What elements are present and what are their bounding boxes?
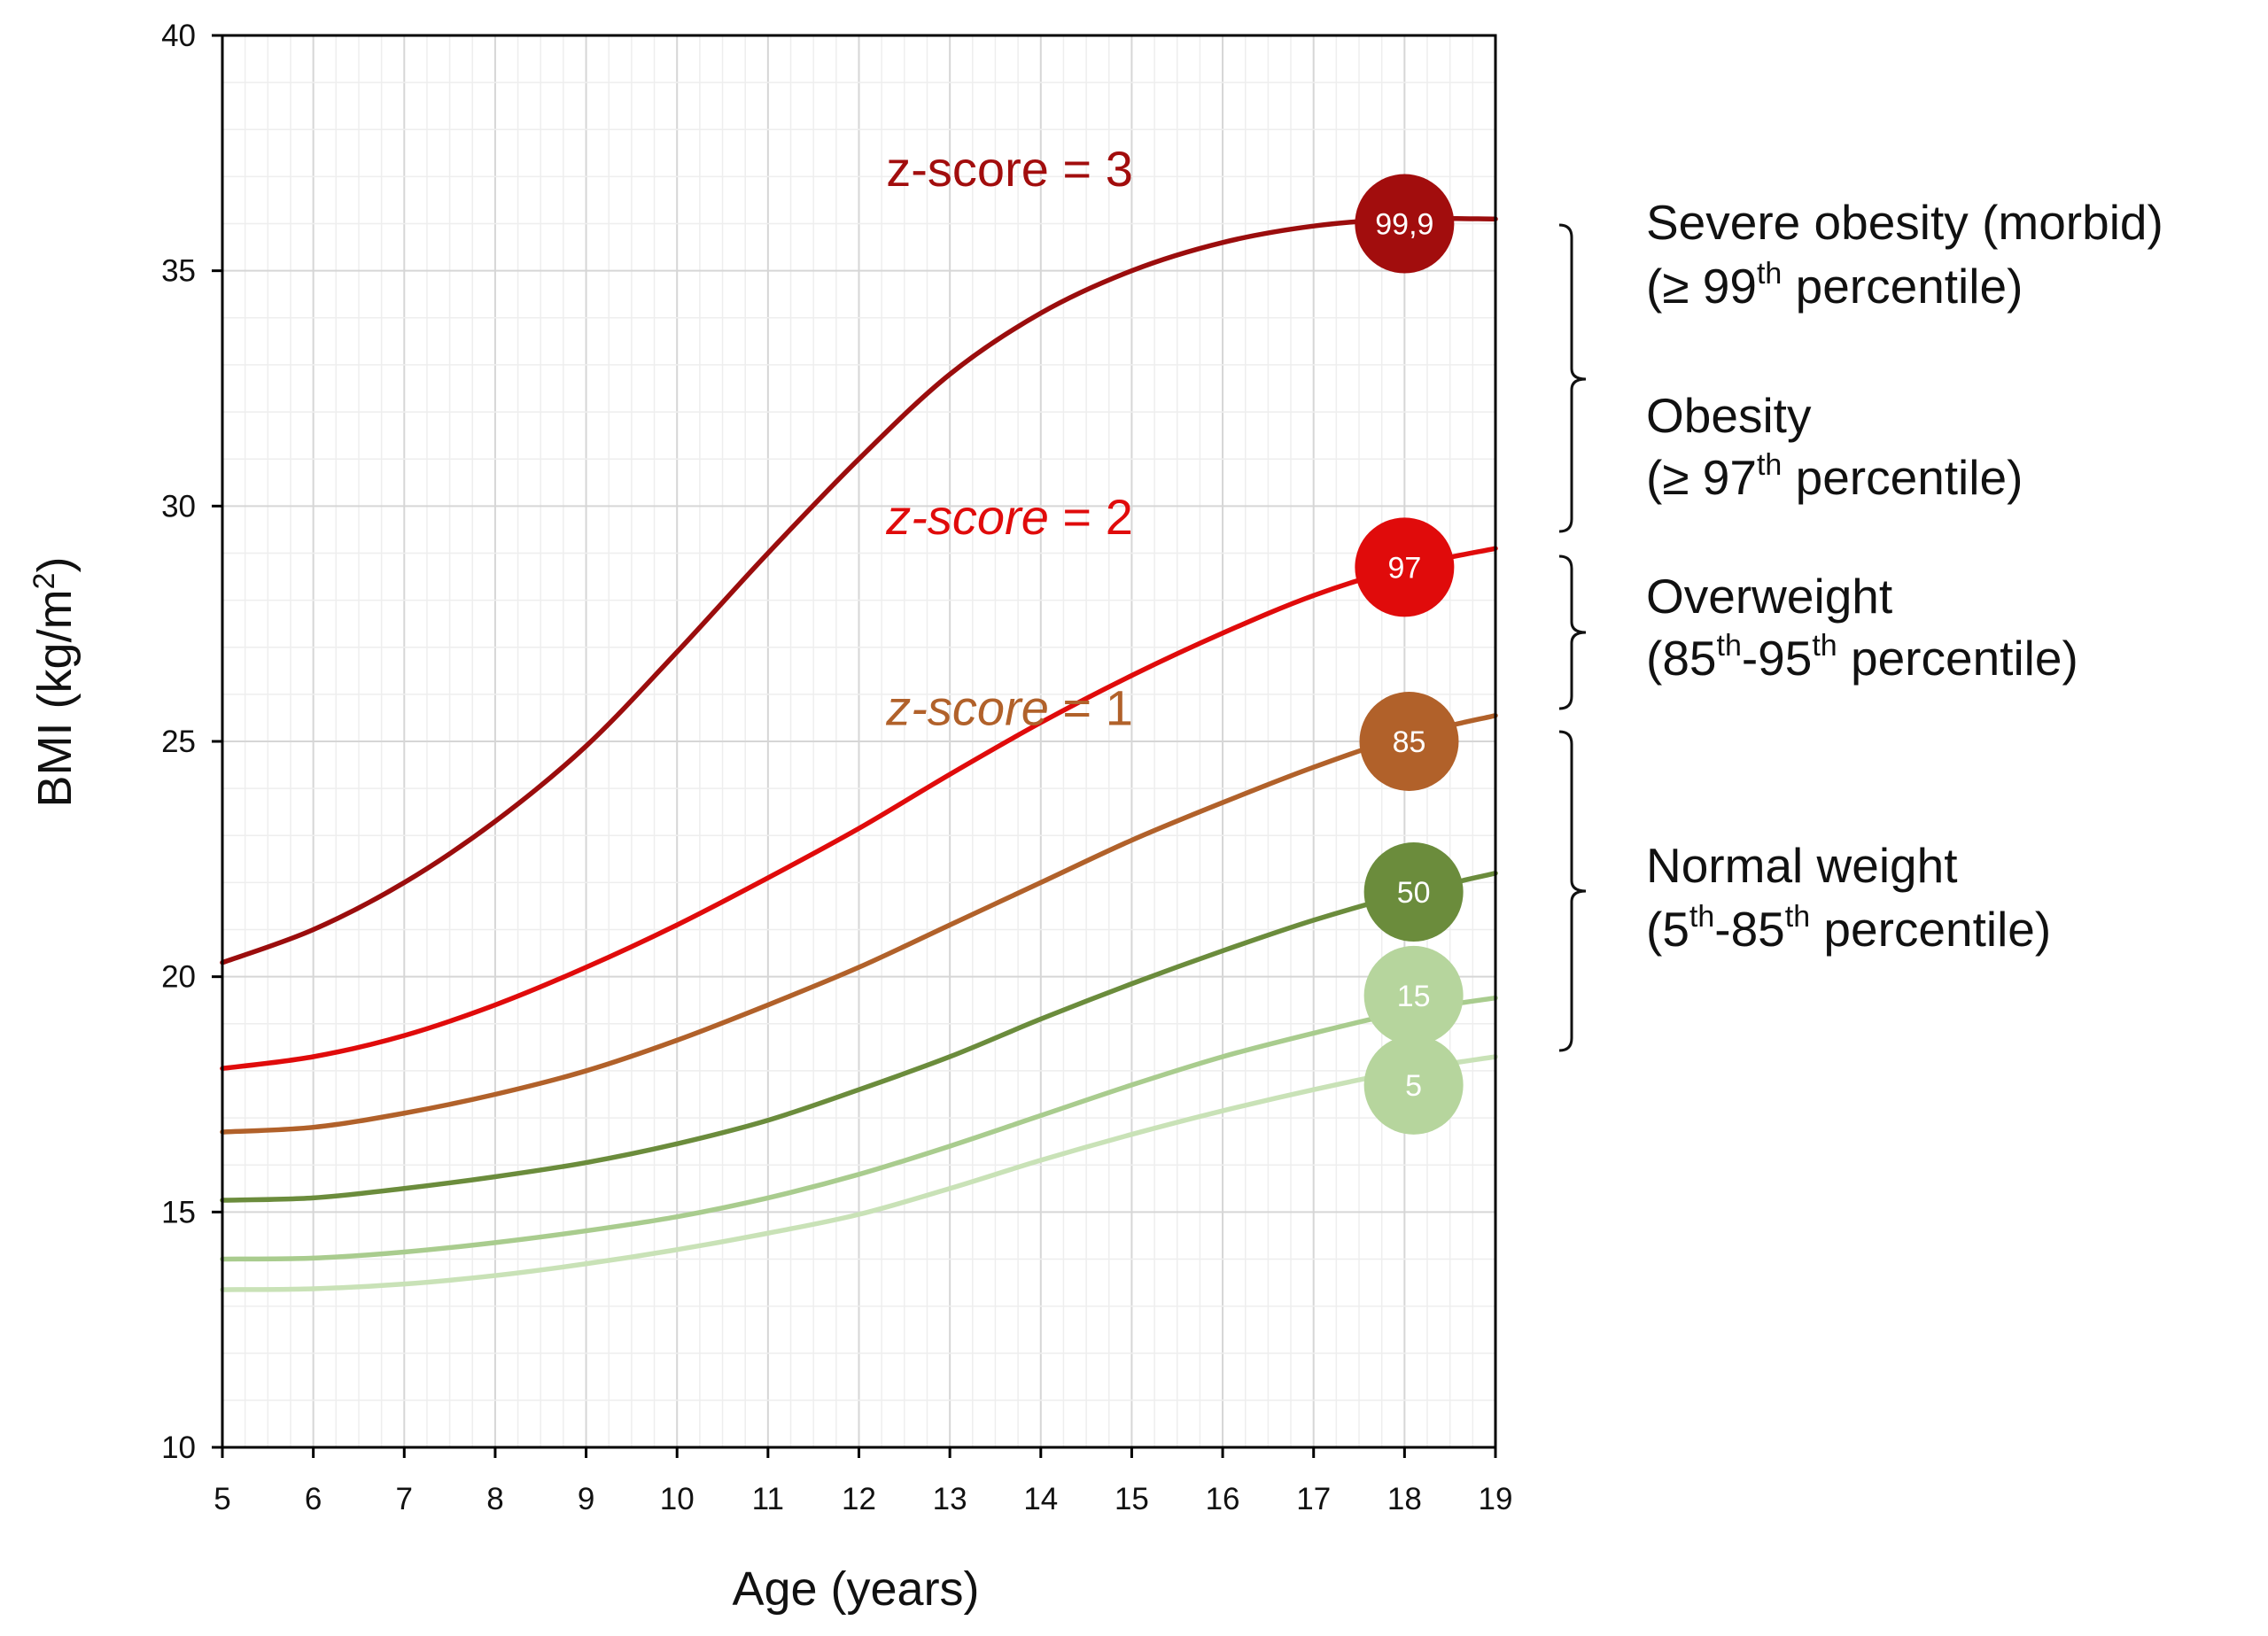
superscript: th	[1785, 900, 1810, 934]
series-line-85	[220, 713, 1498, 1135]
percentile-badges: 99,9 97 85 50 15 5	[1355, 174, 1464, 1135]
label-text: percentile)	[1837, 631, 2078, 686]
category-bracket	[1558, 223, 1587, 533]
label-text: -85	[1714, 902, 1785, 957]
y-axis-title: BMI (kg/m2)	[27, 557, 82, 808]
x-tick-label: 10	[660, 1482, 695, 1516]
x-tick-label: 15	[1115, 1482, 1149, 1516]
x-tick-label: 8	[486, 1482, 503, 1516]
percentile-badge	[1363, 1035, 1464, 1135]
x-tick-label: 16	[1206, 1482, 1240, 1516]
x-tick-label: 11	[752, 1482, 784, 1516]
category-bracket	[1558, 554, 1587, 710]
x-tick-label: 13	[933, 1482, 967, 1516]
category-label-line: (≥ 97th percentile)	[1646, 448, 2023, 505]
superscript: th	[1812, 629, 1837, 663]
z-score-label: z-score = 1	[885, 679, 1133, 735]
label-text: Severe obesity (morbid)	[1646, 195, 2163, 250]
percentile-badge-label: 97	[1387, 551, 1421, 585]
category-label-line: Normal weight	[1646, 838, 1958, 893]
category-label-line: (≥ 99th percentile)	[1646, 257, 2023, 314]
x-tick-label: 12	[842, 1482, 876, 1516]
percentile-badge-label: 5	[1405, 1069, 1422, 1103]
y-tick-label: 35	[161, 254, 196, 289]
z-score-label: z-score = 3	[886, 141, 1133, 197]
percentile-badge-label: 99,9	[1375, 208, 1433, 242]
series-line-15	[220, 995, 1498, 1262]
z-score-value: = 2	[1049, 489, 1133, 545]
y-tick-label: 40	[161, 19, 196, 53]
x-axis-title: Age (years)	[732, 1562, 979, 1616]
series-line-99-9	[220, 215, 1498, 965]
category-labels: Severe obesity (morbid)(≥ 99th percentil…	[1646, 195, 2163, 957]
percentile-badge-label: 85	[1393, 725, 1426, 759]
label-text: Obesity	[1646, 388, 1812, 443]
series-line-5	[220, 1054, 1498, 1292]
x-tick-label: 18	[1387, 1482, 1422, 1516]
y-tick-label: 25	[161, 725, 196, 759]
series-line-97	[220, 546, 1498, 1072]
z-score-value: = 1	[1049, 679, 1133, 735]
category-label-line: (85th-95th percentile)	[1646, 629, 2078, 686]
label-text: (≥ 99	[1646, 259, 1757, 314]
superscript: th	[1717, 629, 1742, 663]
z-score-text: z-score = 3	[886, 141, 1133, 197]
category-label-line: (5th-85th percentile)	[1646, 900, 2051, 957]
label-text: percentile)	[1810, 902, 2051, 957]
z-score-text: z-score	[885, 679, 1049, 735]
label-text: Overweight	[1646, 569, 1892, 624]
x-tick-label: 17	[1296, 1482, 1331, 1516]
category-bracket	[1558, 730, 1587, 1052]
percentile-badge-label: 15	[1397, 980, 1431, 1013]
superscript: th	[1689, 900, 1714, 934]
series-lines	[220, 215, 1498, 1292]
percentile-badge-label: 50	[1397, 876, 1431, 910]
category-label-line: Obesity	[1646, 388, 1812, 443]
x-tick-label: 19	[1479, 1482, 1513, 1516]
y-tick-label: 10	[161, 1431, 196, 1465]
label-text: (5	[1646, 902, 1689, 957]
label-text: percentile)	[1782, 259, 2023, 314]
percentile-badge	[1355, 174, 1455, 274]
category-label-line: Overweight	[1646, 569, 1892, 624]
category-label-line: Severe obesity (morbid)	[1646, 195, 2163, 250]
category-brackets	[1558, 223, 1587, 1052]
percentile-badge	[1363, 842, 1464, 942]
superscript: th	[1757, 257, 1782, 291]
y-tick-label: 15	[161, 1195, 196, 1229]
superscript: th	[1757, 448, 1782, 482]
label-text: (≥ 97	[1646, 450, 1757, 505]
x-tick-label: 6	[305, 1482, 322, 1516]
z-score-annotations: z-score = 3z-score = 2z-score = 1	[885, 141, 1133, 735]
percentile-badge	[1355, 517, 1455, 617]
series-line-50	[220, 871, 1498, 1203]
label-text: percentile)	[1782, 450, 2023, 505]
axis-ticks: 5 6 7 8 9 10 11 12 13 14 15 16 17 18 19 10 15 20 25 30 35 40	[161, 19, 1512, 1516]
label-text: Normal weight	[1646, 838, 1958, 893]
z-score-label: z-score = 2	[885, 489, 1133, 545]
x-tick-label: 5	[214, 1482, 230, 1516]
percentile-badge	[1359, 692, 1459, 791]
x-tick-label: 14	[1023, 1482, 1058, 1516]
x-tick-label: 7	[396, 1482, 413, 1516]
y-tick-label: 30	[161, 489, 196, 523]
z-score-text: z-score	[885, 489, 1049, 545]
x-tick-label: 9	[578, 1482, 594, 1516]
label-text: -95	[1742, 631, 1813, 686]
label-text: (85	[1646, 631, 1717, 686]
y-tick-label: 20	[161, 960, 196, 995]
percentile-badge	[1363, 945, 1464, 1045]
grid	[221, 35, 1496, 1448]
